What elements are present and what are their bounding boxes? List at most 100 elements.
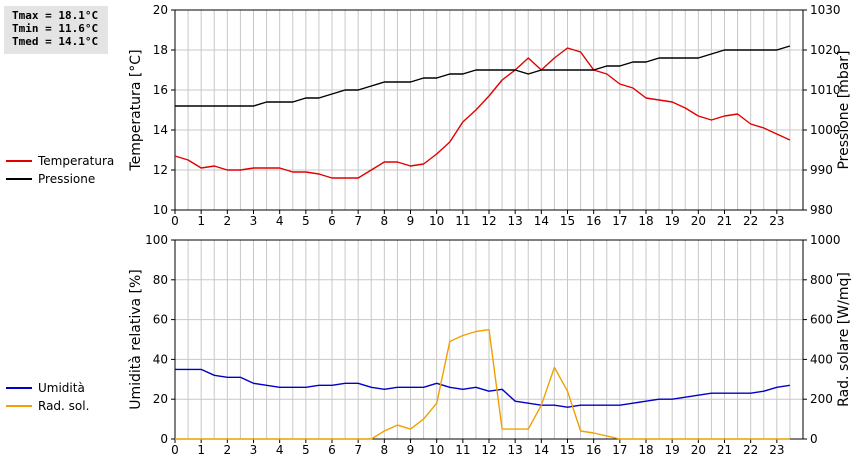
y-tick-label-left: 14 bbox=[153, 123, 168, 137]
legend-item-humidity: Umidità bbox=[6, 379, 89, 397]
x-tick-label: 1 bbox=[197, 214, 205, 228]
x-tick-label: 23 bbox=[769, 443, 784, 457]
x-tick-label: 11 bbox=[455, 214, 470, 228]
x-tick-label: 19 bbox=[665, 214, 680, 228]
legend-item-solar: Rad. sol. bbox=[6, 397, 89, 415]
x-tick-label: 13 bbox=[508, 443, 523, 457]
legend-swatch-humidity bbox=[6, 387, 32, 389]
x-tick-label: 5 bbox=[302, 443, 310, 457]
y-axis-title-right: Pressione [mbar] bbox=[836, 50, 852, 169]
x-tick-label: 9 bbox=[407, 214, 415, 228]
legend-label-temperature: Temperatura bbox=[38, 154, 115, 168]
legend-label-solar: Rad. sol. bbox=[38, 399, 90, 413]
y-tick-label-right: 800 bbox=[810, 273, 833, 287]
y-axis-title-left: Temperatura [°C] bbox=[128, 49, 144, 171]
x-tick-label: 0 bbox=[171, 443, 179, 457]
x-tick-label: 3 bbox=[250, 214, 258, 228]
x-tick-label: 12 bbox=[481, 443, 496, 457]
y-tick-label-left: 18 bbox=[153, 43, 168, 57]
y-tick-label-right: 990 bbox=[810, 163, 833, 177]
legend-label-humidity: Umidità bbox=[38, 381, 85, 395]
y-tick-label-right: 1000 bbox=[810, 233, 841, 247]
y-tick-label-left: 16 bbox=[153, 83, 168, 97]
x-tick-label: 12 bbox=[481, 214, 496, 228]
y-tick-label-right: 1020 bbox=[810, 43, 841, 57]
x-tick-label: 18 bbox=[638, 443, 653, 457]
x-tick-label: 0 bbox=[171, 214, 179, 228]
series-line-pressure bbox=[175, 45, 791, 107]
legend-swatch-temperature bbox=[6, 160, 32, 162]
x-tick-label: 19 bbox=[665, 443, 680, 457]
tmax-text: Tmax = 18.1°C bbox=[12, 9, 99, 22]
y-tick-label-right: 1030 bbox=[810, 3, 841, 17]
x-tick-label: 9 bbox=[407, 443, 415, 457]
y-tick-label-right: 400 bbox=[810, 352, 833, 366]
x-tick-label: 21 bbox=[717, 443, 732, 457]
x-tick-label: 15 bbox=[560, 214, 575, 228]
legend-label-pressure: Pressione bbox=[38, 172, 96, 186]
y-tick-label-right: 0 bbox=[810, 432, 818, 446]
x-tick-label: 23 bbox=[769, 214, 784, 228]
tmed-text: Tmed = 14.1°C bbox=[12, 35, 99, 48]
x-tick-label: 1 bbox=[197, 443, 205, 457]
y-tick-label-left: 100 bbox=[145, 233, 168, 247]
x-tick-label: 7 bbox=[354, 443, 362, 457]
y-tick-label-left: 20 bbox=[153, 3, 168, 17]
tmin-text: Tmin = 11.6°C bbox=[12, 22, 99, 35]
y-tick-label-left: 20 bbox=[153, 392, 168, 406]
legend-bottom: Umidità Rad. sol. bbox=[6, 379, 89, 415]
x-tick-label: 22 bbox=[743, 443, 758, 457]
series-line-temperature bbox=[174, 47, 791, 179]
x-tick-label: 14 bbox=[534, 443, 549, 457]
y-axis-title-left: Umidità relativa [%] bbox=[128, 269, 144, 410]
x-tick-label: 4 bbox=[276, 214, 284, 228]
x-tick-label: 16 bbox=[586, 443, 601, 457]
x-tick-label: 5 bbox=[302, 214, 310, 228]
legend-item-pressure: Pressione bbox=[6, 170, 114, 188]
x-tick-label: 20 bbox=[691, 443, 706, 457]
x-tick-label: 17 bbox=[612, 443, 627, 457]
x-tick-label: 14 bbox=[534, 214, 549, 228]
x-tick-label: 20 bbox=[691, 214, 706, 228]
stats-box: Tmax = 18.1°C Tmin = 11.6°C Tmed = 14.1°C bbox=[4, 6, 108, 54]
y-tick-label-right: 1010 bbox=[810, 83, 841, 97]
series-line-solar bbox=[175, 328, 790, 440]
y-tick-label-right: 1000 bbox=[810, 123, 841, 137]
x-tick-label: 6 bbox=[328, 443, 336, 457]
x-tick-label: 21 bbox=[717, 214, 732, 228]
y-tick-label-left: 0 bbox=[160, 432, 168, 446]
x-tick-label: 15 bbox=[560, 443, 575, 457]
y-axis-title-right: Rad. solare [W/mq] bbox=[836, 272, 852, 407]
y-tick-label-right: 980 bbox=[810, 203, 833, 217]
x-tick-label: 8 bbox=[381, 443, 389, 457]
x-tick-label: 22 bbox=[743, 214, 758, 228]
y-tick-label-right: 600 bbox=[810, 313, 833, 327]
x-tick-label: 3 bbox=[250, 443, 258, 457]
x-tick-label: 18 bbox=[638, 214, 653, 228]
plot-panel-1: 0 1 2 3 4 5 6 7 8 9 10 11 12 13 14 15 16 17 18 19 20 21 22 2310… bbox=[128, 3, 852, 228]
y-tick-label-left: 80 bbox=[153, 273, 168, 287]
x-tick-label: 6 bbox=[328, 214, 336, 228]
legend-swatch-solar bbox=[6, 405, 32, 407]
y-tick-label-left: 12 bbox=[153, 163, 168, 177]
x-tick-label: 4 bbox=[276, 443, 284, 457]
y-tick-label-left: 40 bbox=[153, 352, 168, 366]
x-tick-label: 11 bbox=[455, 443, 470, 457]
legend-top: Temperatura Pressione bbox=[6, 152, 114, 188]
x-tick-label: 8 bbox=[381, 214, 389, 228]
x-tick-label: 7 bbox=[354, 214, 362, 228]
x-tick-label: 16 bbox=[586, 214, 601, 228]
y-tick-label-right: 200 bbox=[810, 392, 833, 406]
x-tick-label: 13 bbox=[508, 214, 523, 228]
plot-panel-2: 0 1 2 3 4 5 6 7 8 9 10 11 12 13 14 15 16 17 18 19 20 21 22 2302… bbox=[128, 233, 852, 457]
x-tick-label: 17 bbox=[612, 214, 627, 228]
y-tick-label-left: 10 bbox=[153, 203, 168, 217]
x-tick-label: 2 bbox=[224, 214, 232, 228]
x-tick-label: 10 bbox=[429, 443, 444, 457]
series-line-humidity bbox=[175, 368, 791, 408]
legend-item-temperature: Temperatura bbox=[6, 152, 114, 170]
x-tick-label: 10 bbox=[429, 214, 444, 228]
legend-swatch-pressure bbox=[6, 178, 32, 180]
x-tick-label: 2 bbox=[224, 443, 232, 457]
